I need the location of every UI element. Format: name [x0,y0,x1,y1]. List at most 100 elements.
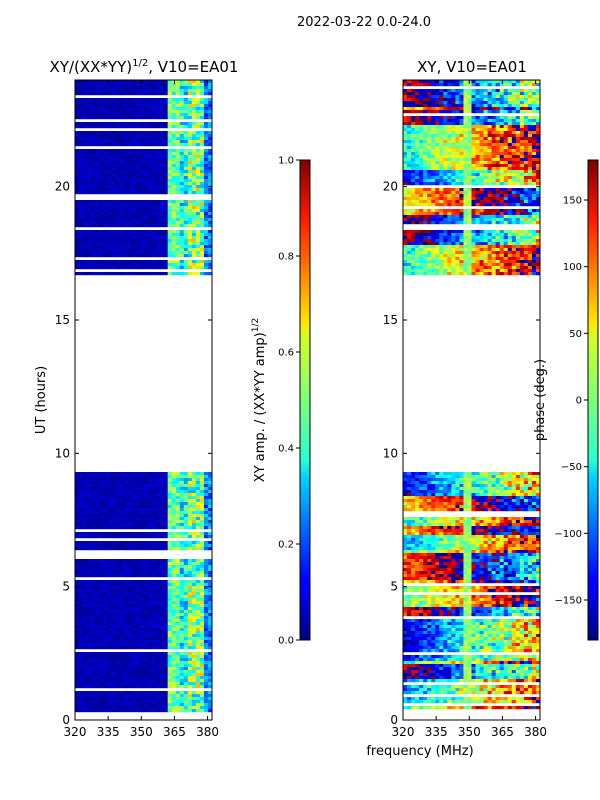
heatmap-cell [75,188,80,192]
heatmap-cell [151,682,156,686]
heatmap-cell [75,122,80,126]
heatmap-cell [183,658,189,662]
heatmap-cell [95,254,100,258]
heatmap-cell [175,583,181,587]
heatmap-cell [183,709,189,713]
heatmap-cell [115,104,120,108]
heatmap-cell [155,158,161,162]
heatmap-cell [135,155,140,159]
heatmap-cell [83,634,88,638]
heatmap-cell [163,499,169,503]
heatmap-cell [131,622,136,626]
heatmap-cell [175,242,181,246]
heatmap-cell [207,691,213,695]
heatmap-cell [163,700,169,704]
heatmap-cell [523,478,529,482]
heatmap-cell [79,215,84,219]
heatmap-cell [199,125,205,129]
heatmap-cell [179,514,185,518]
heatmap-cell [207,652,213,656]
amplitude-colorbar-label: XY amp. / (XX*YY amp)1/2 [251,318,268,482]
heatmap-cell [159,691,165,695]
heatmap-cell [407,499,412,503]
heatmap-cell [171,209,177,213]
heatmap-cell [175,499,181,503]
heatmap-cell [411,526,416,530]
heatmap-cell [151,544,156,548]
heatmap-cell [111,230,116,234]
heatmap-cell [167,472,173,476]
heatmap-cell [99,583,104,587]
heatmap-cell [167,511,173,515]
heatmap-cell [171,137,177,141]
heatmap-cell [91,83,96,87]
heatmap-cell [459,475,464,479]
heatmap-cell [103,260,108,264]
heatmap-cell [187,634,193,638]
heatmap-cell [511,508,517,512]
heatmap-cell [467,484,472,488]
heatmap-cell [87,481,92,485]
heatmap-cell [187,559,193,563]
heatmap-cell [143,685,148,689]
heatmap-cell [115,481,120,485]
heatmap-cell [163,83,169,87]
heatmap-cell [167,251,173,255]
heatmap-cell [147,667,152,671]
heatmap-cell [159,679,165,683]
heatmap-cell [183,149,189,153]
heatmap-cell [99,601,104,605]
heatmap-cell [103,502,108,506]
heatmap-cell [139,658,144,662]
heatmap-cell [155,484,161,488]
heatmap-cell [175,158,181,162]
heatmap-cell [171,544,177,548]
heatmap-cell [131,502,136,506]
heatmap-cell [151,634,156,638]
heatmap-cell [155,242,161,246]
heatmap-cell [507,523,513,527]
heatmap-cell [519,526,525,530]
heatmap-cell [163,652,169,656]
heatmap-cell [91,631,96,635]
heatmap-cell [187,236,193,240]
heatmap-cell [143,116,148,120]
heatmap-cell [155,176,161,180]
heatmap-cell [199,131,205,135]
heatmap-cell [203,254,209,258]
heatmap-cell [179,272,185,276]
heatmap-cell [107,610,112,614]
heatmap-cell [75,520,80,524]
heatmap-cell [83,149,88,153]
heatmap-cell [115,610,120,614]
heatmap-cell [111,206,116,210]
heatmap-cell [167,580,173,584]
heatmap-cell [87,607,92,611]
heatmap-cell [95,83,100,87]
heatmap-cell [207,670,213,674]
heatmap-cell [115,152,120,156]
heatmap-cell [75,679,80,683]
heatmap-cell [195,700,201,704]
heatmap-cell [187,122,193,126]
heatmap-cell [123,508,128,512]
heatmap-cell [111,248,116,252]
heatmap-cell [515,499,521,503]
heatmap-cell [83,505,88,509]
heatmap-cell [83,86,88,90]
heatmap-cell [143,248,148,252]
heatmap-cell [151,586,156,590]
heatmap-cell [159,490,165,494]
heatmap-cell [131,221,136,225]
heatmap-cell [107,206,112,210]
heatmap-cell [79,122,84,126]
heatmap-cell [503,502,509,506]
heatmap-cell [151,260,156,264]
heatmap-cell [107,607,112,611]
heatmap-cell [151,137,156,141]
heatmap-cell [123,143,128,147]
heatmap-cell [171,568,177,572]
heatmap-cell [87,490,92,494]
heatmap-cell [191,604,197,608]
heatmap-cell [95,179,100,183]
